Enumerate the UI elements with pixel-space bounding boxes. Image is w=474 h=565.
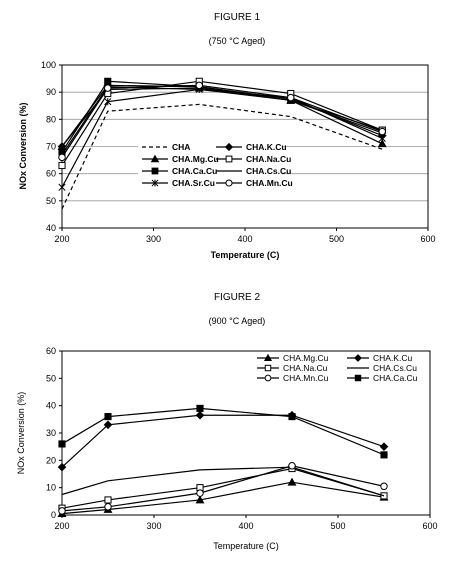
figure-1-xtick-label-500: 500	[329, 234, 344, 244]
figure-1: FIGURE 1 (750 °C Aged) 200 300 400 500 600 40…	[18, 12, 436, 260]
figure-1-series-cha-mg-cu-point-550	[377, 139, 387, 148]
figure-1-xtick-label-600: 600	[420, 234, 435, 244]
figure-1-legend: CHA CHA.Mg.Cu CHA.Ca.Cu CHA.Sr.Cu CHA.K.Cu CH…	[142, 142, 293, 188]
figure-2-ytick-label-30: 30	[46, 428, 56, 438]
figure-1-series-cha-cs-cu-line	[61, 86, 383, 155]
figure-1-legend-cha-sr-cu-label: CHA.Sr.Cu	[172, 178, 215, 188]
figure-1-series-cha-line	[61, 103, 383, 210]
figure-1-series-cha-mn-cu-point-450	[287, 93, 295, 102]
figure-1-legend-cha-ca-cu-label: CHA.Ca.Cu	[172, 166, 217, 176]
figure-1-ytick-label-90: 90	[46, 87, 56, 97]
figure-2-ytick-label-60: 60	[46, 346, 56, 356]
figure-1-ticks: 200 300 400 500 600 40 50 60 70 80 90 100	[41, 60, 436, 244]
figure-2-xtick-label-500: 500	[330, 521, 345, 531]
figure-2-xtick-label-400: 400	[238, 521, 253, 531]
figure-2-ylabel: NOx Conversion (%)	[16, 392, 26, 475]
figure-2-legend-cha-ca-cu-marker	[354, 374, 362, 382]
figure-1-ytick-label-60: 60	[46, 169, 56, 179]
figure-1-ytick-label-80: 80	[46, 114, 56, 124]
figure-1-series-cha-sr-cu-point-250	[104, 98, 112, 106]
figure-1-legend-cha-k-cu-marker	[224, 142, 234, 152]
figure-2-series-cha-k-cu-point-550	[379, 442, 389, 451]
figure-1-ytick-label-100: 100	[41, 60, 56, 70]
figure-1-series-cha-mn-cu-point-250	[104, 84, 112, 92]
figure-2-ticks: 200 300 400 500 600 0 10 20 30 40 50 60	[46, 346, 438, 531]
figure-2-legend-cha-na-cu-marker	[264, 364, 272, 372]
figure-2-series-cha-na-cu-point-250	[104, 496, 112, 504]
figure-1-legend-bg	[138, 139, 282, 187]
figure-2-ytick-label-10: 10	[46, 483, 56, 493]
figure-1-series-cha-na-cu-point-200	[58, 161, 66, 170]
figure-2-series-cha-mn-cu-point-550	[380, 482, 388, 491]
figure-2-xtick-label-200: 200	[54, 521, 69, 531]
figure-1-series-cha-mn-cu-point-350	[195, 81, 203, 90]
figure-1-legend-cha-na-cu-marker	[225, 155, 233, 163]
figure-2-ytick-label-20: 20	[46, 455, 56, 465]
figure-1-xtick-label-400: 400	[237, 234, 252, 244]
figure-2-series-cha-mg-cu-point-350	[195, 495, 205, 504]
figure-1-series-cha-mn-cu-point-550	[378, 127, 386, 136]
figure-1-legend-cha-mn-cu-marker	[225, 179, 233, 187]
figure-2-legend-cha-mg-cu-label: CHA.Mg.Cu	[283, 353, 329, 363]
figure-2-xtick-label-300: 300	[146, 521, 161, 531]
figure-2-xlabel: Temperature (C)	[213, 541, 279, 551]
figure-2-series	[57, 404, 389, 518]
figure-1-xlabel: Temperature (C)	[211, 250, 280, 260]
figure-2-title: FIGURE 2	[214, 292, 261, 303]
figure-2-series-cha-mg-cu-point-450	[287, 477, 297, 486]
figure-1-legend-cha-ca-cu-marker	[151, 167, 159, 175]
figure-2-series-cha-k-cu-point-350	[195, 410, 205, 420]
figure-2-ytick-label-40: 40	[46, 401, 56, 411]
figure-1-legend-cha-na-cu-label: CHA.Na.Cu	[246, 154, 291, 164]
figure-2-series-cha-cs-cu-line	[61, 466, 385, 497]
figure-2-series-cha-mn-cu-point-250	[104, 503, 112, 511]
figure-1-subtitle: (750 °C Aged)	[209, 36, 266, 46]
figure-1-series-cha-k-cu-point-200	[57, 142, 67, 151]
figure-2-legend-cha-mn-cu-marker	[264, 374, 272, 382]
figure-2-ytick-label-0: 0	[51, 510, 56, 520]
figure-2-legend-cha-cs-cu-label: CHA.Cs.Cu	[373, 363, 417, 373]
figure-2-series-cha-ca-cu-point-350	[196, 404, 204, 412]
figure-2-legend-cha-mg-cu-marker	[263, 353, 273, 362]
figure-2-legend-cha-na-cu-label: CHA.Na.Cu	[283, 363, 328, 373]
figure-2-series-cha-mn-cu-point-200	[58, 507, 66, 515]
figure-1-legend-cha-label: CHA	[172, 142, 190, 152]
figure-1-legend-cha-mg-cu-marker	[150, 154, 160, 163]
figure-1-legend-cha-k-cu-label: CHA.K.Cu	[246, 142, 287, 152]
figure-1-ytick-label-40: 40	[46, 223, 56, 233]
figure-1-series-cha-sr-cu-point-200	[58, 183, 66, 191]
figure-2-series-cha-ca-cu-point-450	[288, 413, 296, 421]
figure-2-xtick-label-600: 600	[422, 521, 437, 531]
figure-2-legend-cha-k-cu-marker	[354, 354, 362, 362]
figure-2-series-cha-ca-cu-point-250	[104, 413, 112, 421]
figure-2-subtitle: (900 °C Aged)	[209, 316, 266, 326]
figure-2-series-cha-ca-cu-point-200	[58, 440, 66, 448]
figure-1-legend-cha-mg-cu-label: CHA.Mg.Cu	[172, 154, 219, 164]
figure-1-legend-cha-sr-cu-marker	[151, 179, 159, 187]
figure-1-series-cha-mn-cu-point-200	[58, 153, 66, 162]
figure-2-series-cha-mn-cu-point-350	[196, 489, 204, 497]
figure-2-series-cha-k-cu-point-250	[103, 420, 113, 430]
figure-2-legend-cha-k-cu-label: CHA.K.Cu	[373, 353, 412, 363]
figure-2-series-cha-mn-cu-point-450	[288, 462, 296, 470]
figure-1-ylabel: NOx Conversion (%)	[18, 102, 28, 189]
figure-2: FIGURE 2 (900 °C Aged) 200 300 400 500 600 0 1…	[16, 292, 438, 551]
figure-2-legend-cha-ca-cu-label: CHA.Ca.Cu	[373, 373, 418, 383]
figure-1-ytick-label-50: 50	[46, 196, 56, 206]
figure-2-legend-cha-mn-cu-label: CHA.Mn.Cu	[283, 373, 329, 383]
figure-2-series-cha-k-cu-point-200	[57, 462, 67, 472]
figure-2-ytick-label-50: 50	[46, 373, 56, 383]
figure-1-title: FIGURE 1	[214, 12, 261, 23]
figure-1-series	[57, 77, 387, 210]
figure-1-legend-cha-mn-cu-label: CHA.Mn.Cu	[246, 178, 293, 188]
figure-1-xtick-label-300: 300	[146, 234, 161, 244]
figure-2-legend: CHA.Mg.Cu CHA.K.Cu CHA.Na.Cu CHA.Cs.Cu CHA.M…	[257, 353, 418, 383]
figure-2-series-cha-ca-cu-point-550	[380, 451, 388, 459]
figure-1-legend-cha-cs-cu-label: CHA.Cs.Cu	[246, 166, 291, 176]
figure-1-xtick-label-200: 200	[54, 234, 69, 244]
figure-1-ytick-label-70: 70	[46, 142, 56, 152]
